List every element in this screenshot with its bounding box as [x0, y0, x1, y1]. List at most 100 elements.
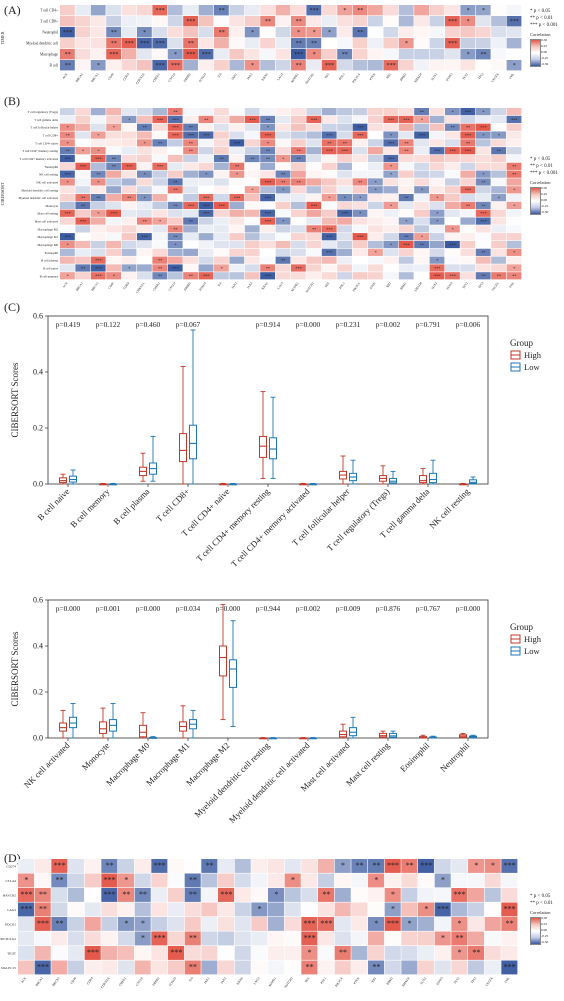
heatmap-cell: [460, 123, 476, 131]
heatmap-col-label: KRAS: [261, 281, 269, 290]
heatmap-cell: [460, 209, 476, 217]
heatmap-cell: [291, 5, 306, 16]
significance-mark: *: [97, 149, 99, 154]
heatmap-cell: [275, 123, 291, 131]
significance-mark: **: [81, 266, 85, 271]
heatmap-cell: [398, 264, 414, 272]
sig-legend-item: * p < 0.05: [530, 9, 551, 14]
heatmap-cell: [398, 147, 414, 155]
heatmap-cell: [60, 209, 75, 217]
heatmap-cell: [398, 16, 414, 27]
significance-mark: ***: [326, 227, 332, 232]
heatmap-cell: [229, 178, 245, 186]
heatmap-cell: [501, 917, 518, 931]
heatmap-cell: [418, 902, 435, 917]
heatmap-cell: [106, 248, 121, 256]
significance-mark: **: [406, 861, 414, 870]
heatmap-cell: [268, 873, 285, 888]
heatmap-cell: [306, 225, 322, 233]
heatmap-cell: [168, 888, 185, 902]
heatmap-cell: [60, 264, 75, 272]
heatmap-col-label: SMAD4: [401, 976, 411, 987]
significance-mark: ***: [357, 235, 363, 240]
heatmap-cell: [75, 194, 91, 202]
heatmap-cell: [445, 139, 460, 147]
heatmap-cell: [60, 49, 75, 60]
heatmap-cell: [60, 240, 75, 249]
significance-mark: *: [24, 875, 28, 884]
heatmap-cell: [60, 131, 75, 139]
heatmap-cell: [152, 272, 168, 280]
significance-mark: ***: [141, 235, 147, 240]
heatmap-cell: [101, 946, 118, 960]
heatmap-col-label: KRAS: [261, 72, 269, 81]
heatmap-cell: [275, 108, 291, 116]
heatmap-cell: [475, 240, 491, 249]
heatmap-col-label: BRCA2: [51, 976, 60, 987]
heatmap-cell: [106, 194, 121, 202]
significance-mark: **: [173, 203, 177, 208]
heatmap-cell: [429, 225, 445, 233]
heatmap-cell: [244, 225, 260, 233]
heatmap-b: ** ** * *** *T cell regulatory (Tregs)* *** **…: [0, 108, 522, 294]
heatmap-cell: [475, 27, 491, 38]
heatmap-cell: [414, 5, 429, 16]
heatmap-cell: [451, 917, 468, 931]
heatmap-cell: [321, 194, 337, 202]
heatmap-cell: [491, 170, 506, 178]
heatmap-cell: [475, 38, 491, 49]
heatmap-cell: [260, 162, 275, 170]
heatmap-cell: [183, 147, 198, 155]
heatmap-cell: [445, 60, 460, 71]
heatmap-cell: [401, 931, 418, 946]
significance-mark: **: [420, 242, 424, 247]
heatmap-cell: [118, 888, 135, 902]
significance-mark: **: [420, 110, 424, 115]
heatmap-row-label: T cell CD4+ naive: [35, 141, 59, 145]
heatmap-cell: [460, 256, 476, 264]
heatmap-cell: [506, 27, 522, 38]
heatmap-cell: [229, 131, 245, 139]
significance-mark: ***: [480, 211, 486, 216]
significance-mark: **: [143, 219, 147, 224]
heatmap-cell: [152, 108, 168, 116]
heatmap-cell: [152, 38, 168, 49]
heatmap-cell: [260, 27, 275, 38]
heatmap-col-label: LAG3: [253, 976, 261, 985]
box-high: [419, 475, 427, 484]
heatmap-cell: [214, 217, 229, 225]
heatmap-col-label: FOXO3: [198, 281, 207, 292]
heatmap-cell: [414, 154, 429, 163]
heatmap-cell: [383, 108, 399, 116]
heatmap-cell: [491, 209, 506, 217]
significance-mark: ***: [218, 203, 224, 208]
heatmap-cell: [398, 139, 414, 147]
heatmap-cell: [337, 209, 352, 217]
heatmap-cell: [491, 5, 506, 16]
significance-mark: ***: [64, 172, 70, 177]
heatmap-cell: [291, 178, 306, 186]
box-low: [429, 472, 437, 484]
heatmap-cell: [368, 108, 383, 116]
significance-mark: ***: [87, 948, 99, 957]
significance-mark: ***: [403, 242, 409, 247]
heatmap-cell: [106, 49, 121, 60]
heatmap-col-label: CDK4: [122, 72, 130, 81]
heatmap-cell: [306, 5, 322, 16]
heatmap-cell: [291, 60, 306, 71]
heatmap-cell: [137, 194, 152, 202]
significance-mark: *: [390, 133, 392, 138]
significance-mark: ***: [326, 149, 332, 154]
heatmap-cell: [183, 38, 198, 49]
heatmap-cell: [121, 131, 137, 139]
heatmap-cell: [337, 60, 352, 71]
significance-mark: *: [236, 172, 238, 177]
heatmap-cell: [75, 248, 91, 256]
heatmap-cell: [167, 194, 183, 202]
significance-mark: **: [158, 258, 162, 263]
heatmap-cell: [368, 201, 383, 210]
heatmap-cell: [352, 248, 368, 256]
significance-mark: *: [343, 8, 346, 14]
significance-mark: ***: [357, 133, 363, 138]
heatmap-cell: [198, 225, 214, 233]
